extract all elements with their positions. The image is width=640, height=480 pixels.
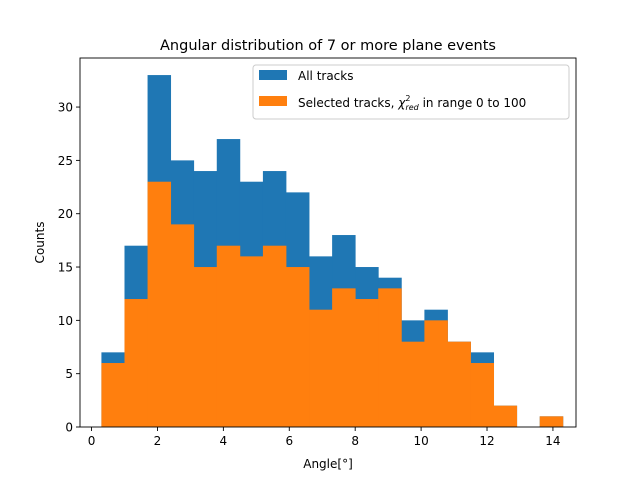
x-tick-label: 14	[545, 434, 560, 448]
y-axis-label: Counts	[33, 222, 47, 264]
chart-title: Angular distribution of 7 or more plane …	[160, 38, 496, 54]
x-tick-label: 0	[88, 434, 96, 448]
selected-tracks-bar	[193, 267, 218, 427]
y-tick-label: 25	[58, 154, 73, 168]
x-tick-label: 10	[413, 434, 428, 448]
y-tick-label: 0	[65, 421, 73, 435]
selected-tracks-bar	[332, 288, 356, 427]
selected-tracks-bar	[239, 256, 264, 427]
selected-tracks-bar	[170, 224, 195, 427]
legend-box	[252, 64, 570, 120]
legend-swatch-all-tracks	[259, 70, 287, 80]
selected-tracks-bar	[285, 267, 310, 427]
plot-frame	[79, 57, 577, 428]
axes: 0 2 4 6 8 10 12 14 0 5 10 15 20 25 30	[58, 57, 577, 448]
selected-tracks-bar	[101, 363, 125, 427]
y-tick-label: 15	[58, 261, 73, 275]
y-tick-label: 5	[65, 367, 73, 381]
selected-tracks-bar	[262, 245, 287, 427]
y-tick-label: 20	[58, 207, 73, 221]
selected-tracks-bar	[147, 181, 172, 427]
x-tick-label: 4	[220, 434, 228, 448]
selected-tracks-bar	[401, 341, 425, 427]
legend-label-all-tracks: All tracks	[298, 69, 353, 83]
y-tick-label: 10	[58, 314, 73, 328]
legend: All tracks Selected tracks, χ2 red in ran…	[252, 64, 570, 120]
x-tick-label: 8	[351, 434, 359, 448]
selected-tracks-series	[101, 181, 564, 427]
x-tick-label: 12	[479, 434, 494, 448]
y-axis-ticks: 0 5 10 15 20 25 30	[58, 101, 80, 435]
x-tick-label: 2	[154, 434, 162, 448]
selected-tracks-bar	[216, 245, 241, 427]
selected-tracks-bar	[470, 363, 495, 427]
selected-tracks-bar	[309, 309, 333, 427]
selected-tracks-bar	[493, 405, 518, 427]
legend-swatch-selected-tracks	[259, 96, 287, 106]
selected-tracks-bar	[424, 320, 448, 427]
x-tick-label: 6	[285, 434, 293, 448]
legend-label-selected-tracks: Selected tracks, χ2 red in range 0 to 100	[298, 94, 526, 112]
y-tick-label: 30	[58, 101, 73, 115]
selected-tracks-bar	[539, 416, 564, 427]
selected-tracks-bar	[124, 299, 148, 427]
selected-tracks-bar	[378, 288, 402, 427]
x-axis-ticks: 0 2 4 6 8 10 12 14	[88, 427, 561, 448]
x-axis-label: Angle[°]	[303, 457, 353, 471]
selected-tracks-bar	[355, 299, 379, 427]
selected-tracks-bar	[447, 341, 471, 427]
